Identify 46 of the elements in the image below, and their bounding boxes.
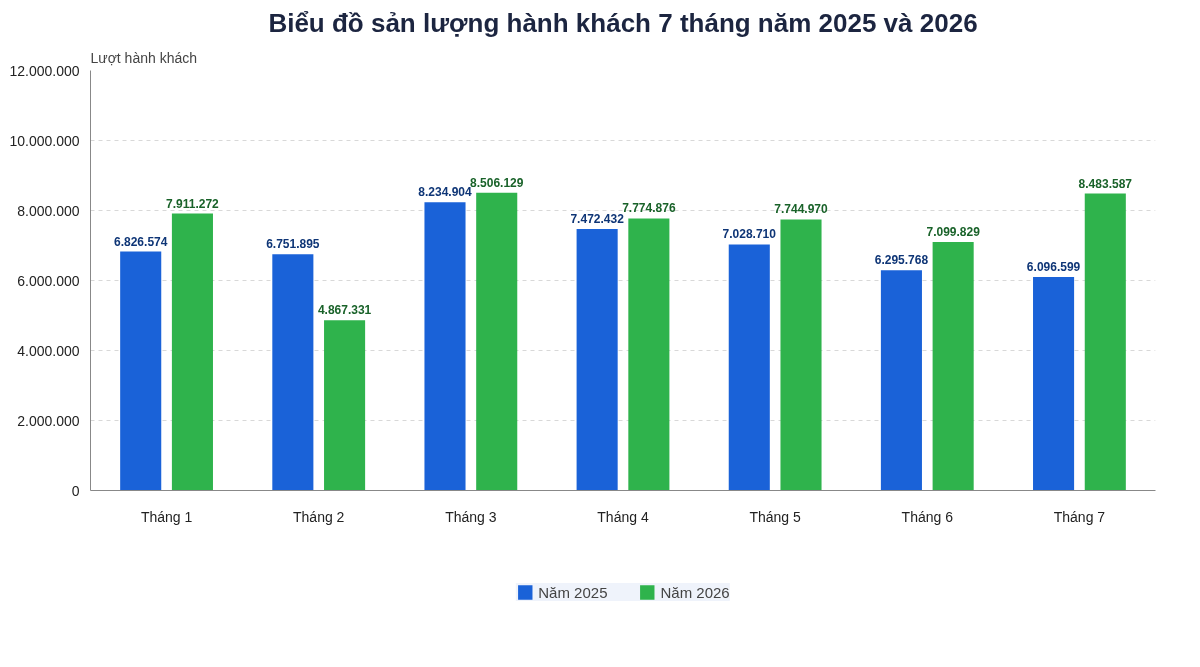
bar <box>476 192 518 491</box>
x-tick-label: Tháng 2 <box>293 508 345 525</box>
bar <box>120 251 162 491</box>
bar <box>576 228 618 491</box>
bar <box>1033 277 1075 491</box>
x-tick-label: Tháng 4 <box>597 508 649 525</box>
bar <box>880 270 922 491</box>
data-label: 8.234.904 <box>418 185 473 200</box>
y-tick-label: 2.000.000 <box>17 412 80 429</box>
data-label: 7.099.829 <box>926 225 981 240</box>
data-label: 6.826.574 <box>114 234 168 249</box>
bar <box>932 242 974 491</box>
data-label: 6.295.768 <box>874 253 929 268</box>
data-label: 7.774.876 <box>622 201 676 216</box>
data-label: 6.096.599 <box>1026 260 1081 275</box>
bar <box>1084 193 1126 491</box>
data-label: 7.472.432 <box>570 211 625 226</box>
data-label: 6.751.895 <box>266 237 320 252</box>
y-tick-label: 0 <box>71 482 80 499</box>
y-tick-label: 10.000.000 <box>9 132 80 149</box>
bar <box>171 213 213 491</box>
x-tick-label: Tháng 1 <box>140 508 193 525</box>
bar <box>780 219 822 491</box>
legend-label: Năm 2025 <box>538 583 608 601</box>
data-label: 7.028.710 <box>722 227 777 242</box>
y-axis-title: Lượt hành khách <box>90 49 198 66</box>
y-tick-label: 4.000.000 <box>17 342 80 359</box>
data-label: 4.867.331 <box>317 303 372 318</box>
x-tick-label: Tháng 7 <box>1053 508 1106 525</box>
y-tick-label: 12.000.000 <box>9 62 80 79</box>
chart-title: Biểu đồ sản lượng hành khách 7 tháng năm 2025 và 2026 <box>268 7 978 38</box>
bar <box>324 320 366 491</box>
data-label: 8.483.587 <box>1078 176 1133 191</box>
x-tick-label: Tháng 6 <box>901 508 954 525</box>
bar <box>728 244 770 491</box>
bar <box>272 254 314 491</box>
y-tick-label: 6.000.000 <box>17 272 80 289</box>
bar <box>628 218 670 491</box>
data-label: 8.506.129 <box>470 175 524 190</box>
data-label: 7.911.272 <box>166 196 220 211</box>
data-label: 7.744.970 <box>774 202 829 217</box>
x-tick-label: Tháng 3 <box>445 508 497 525</box>
x-tick-label: Tháng 5 <box>749 508 802 525</box>
bar <box>424 202 466 491</box>
y-tick-label: 8.000.000 <box>17 202 80 219</box>
legend-label: Năm 2026 <box>660 583 730 601</box>
